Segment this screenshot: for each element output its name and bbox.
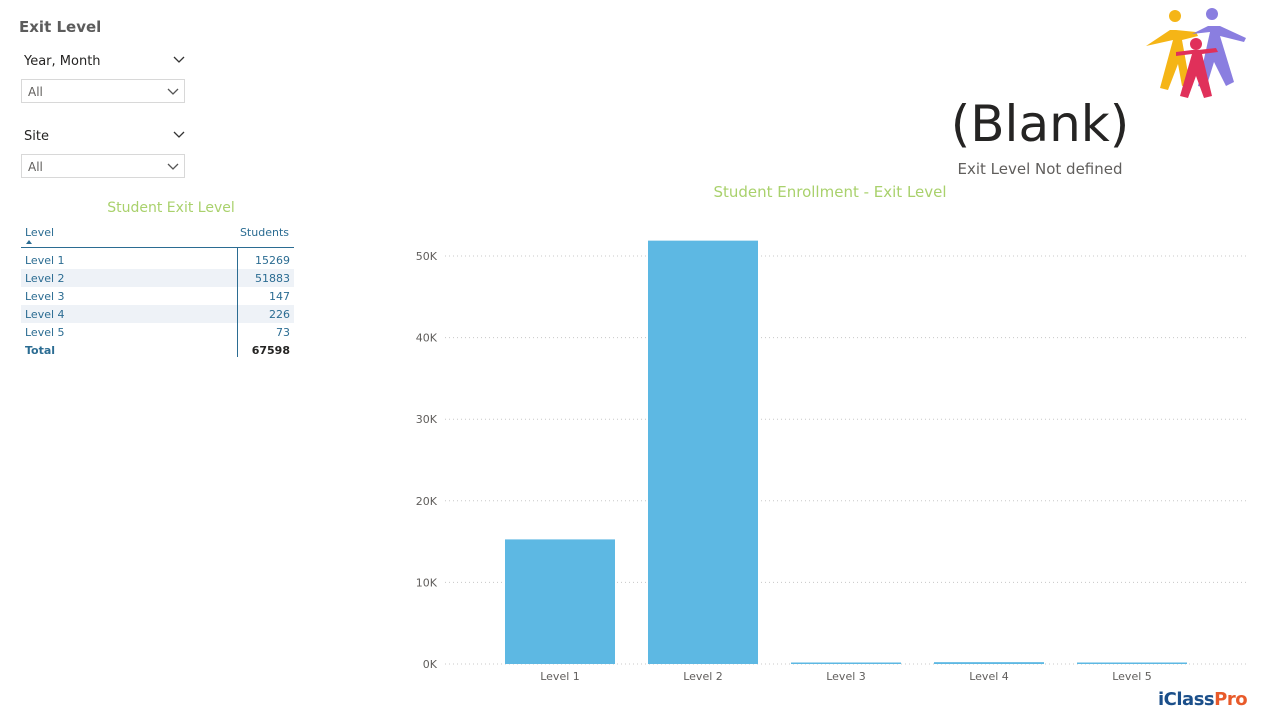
y-tick-label: 50K xyxy=(416,250,438,263)
exit-level-table: Level Students Level 1 15269 Level 2 518… xyxy=(21,224,294,359)
table-row[interactable]: Level 5 73 xyxy=(21,323,294,341)
table-row[interactable]: Level 2 51883 xyxy=(21,269,294,287)
chevron-down-icon xyxy=(166,84,180,101)
brand-logo: iClassPro xyxy=(1158,689,1248,710)
page-title: Exit Level xyxy=(19,18,102,36)
table-header: Level Students xyxy=(21,224,294,248)
table-row[interactable]: Level 4 226 xyxy=(21,305,294,323)
y-tick-label: 20K xyxy=(416,495,438,508)
enrollment-bar-chart: 0K 10K 20K 30K 40K 50K Level 1 Level 2 Level 3 Le… xyxy=(416,240,1246,683)
bar-level-1[interactable] xyxy=(505,539,615,664)
site-dropdown-value: All xyxy=(28,160,43,174)
bar-level-4[interactable] xyxy=(934,662,1044,664)
card-value: (Blank) xyxy=(950,95,1130,153)
brand-suffix: Pro xyxy=(1214,689,1248,710)
exit-level-card: (Blank) Exit Level Not defined xyxy=(860,92,1220,178)
y-tick-label: 0K xyxy=(423,658,438,671)
year-month-slicer-header[interactable]: Year, Month xyxy=(24,54,186,69)
table-row[interactable]: Level 3 147 xyxy=(21,287,294,305)
site-dropdown[interactable]: All xyxy=(21,154,185,178)
row-level: Level 3 xyxy=(25,290,65,303)
chart-title: Student Enrollment - Exit Level xyxy=(713,183,947,201)
row-students: 15269 xyxy=(255,254,290,267)
column-divider xyxy=(237,248,238,357)
x-tick-label: Level 1 xyxy=(540,670,580,683)
year-month-dropdown[interactable]: All xyxy=(21,79,185,103)
column-header-level[interactable]: Level xyxy=(25,226,55,239)
chevron-down-icon[interactable] xyxy=(172,127,186,145)
year-month-dropdown-value: All xyxy=(28,85,43,99)
row-level: Level 5 xyxy=(25,326,65,339)
x-tick-label: Level 5 xyxy=(1112,670,1152,683)
bar-level-5[interactable] xyxy=(1077,662,1187,665)
total-label: Total xyxy=(25,344,56,357)
row-students: 51883 xyxy=(255,272,290,285)
table-total-row: Total 67598 xyxy=(21,341,294,359)
row-students: 147 xyxy=(269,290,290,303)
x-tick-label: Level 4 xyxy=(969,670,1009,683)
row-students: 73 xyxy=(276,326,290,339)
table-row[interactable]: Level 1 15269 xyxy=(21,251,294,269)
column-header-students[interactable]: Students xyxy=(239,226,289,239)
row-students: 226 xyxy=(269,308,290,321)
brand-prefix: iClass xyxy=(1158,689,1215,710)
row-level: Level 4 xyxy=(25,308,65,321)
people-logo-icon xyxy=(1140,6,1250,106)
row-level: Level 2 xyxy=(25,272,65,285)
y-tick-label: 40K xyxy=(416,332,438,345)
row-level: Level 1 xyxy=(25,254,65,267)
card-label: Exit Level Not defined xyxy=(957,160,1123,178)
y-tick-label: 30K xyxy=(416,413,438,426)
site-slicer-header[interactable]: Site xyxy=(24,129,186,144)
x-tick-label: Level 3 xyxy=(826,670,866,683)
y-tick-label: 10K xyxy=(416,576,438,589)
chevron-down-icon xyxy=(166,159,180,176)
total-students: 67598 xyxy=(251,344,290,357)
x-tick-label: Level 2 xyxy=(683,670,723,683)
bar-level-2[interactable] xyxy=(648,240,758,665)
bar-level-3[interactable] xyxy=(791,662,901,665)
chevron-down-icon[interactable] xyxy=(172,52,186,70)
site-slicer-label: Site xyxy=(24,129,49,144)
sort-ascending-icon xyxy=(26,240,32,244)
year-month-slicer-label: Year, Month xyxy=(24,54,101,69)
table-title: Student Exit Level xyxy=(107,200,235,216)
